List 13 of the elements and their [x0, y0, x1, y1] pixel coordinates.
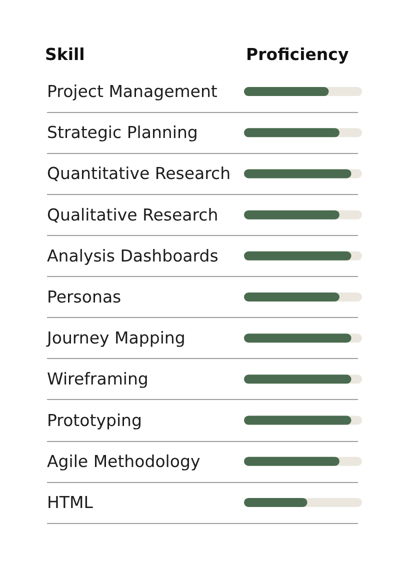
y-tick-label: Analysis Dashboards: [47, 246, 218, 266]
y-tick-label: Strategic Planning: [47, 123, 198, 142]
y-tick-label: Qualitative Research: [47, 205, 218, 224]
y-tick-label: Project Management: [47, 82, 218, 102]
y-tick-label: Journey Mapping: [46, 328, 186, 348]
y-tick-label: Quantitative Research: [47, 164, 231, 184]
y-tick-label: HTML: [47, 492, 94, 512]
y-axis-title: Skill: [45, 45, 85, 64]
x-axis-title: Proficiency: [246, 45, 349, 64]
y-tick-label: Prototyping: [47, 410, 142, 430]
y-tick-label: Personas: [47, 288, 122, 306]
y-tick-label: Agile Methodology: [47, 452, 200, 471]
y-tick-label: Wireframing: [47, 370, 148, 389]
